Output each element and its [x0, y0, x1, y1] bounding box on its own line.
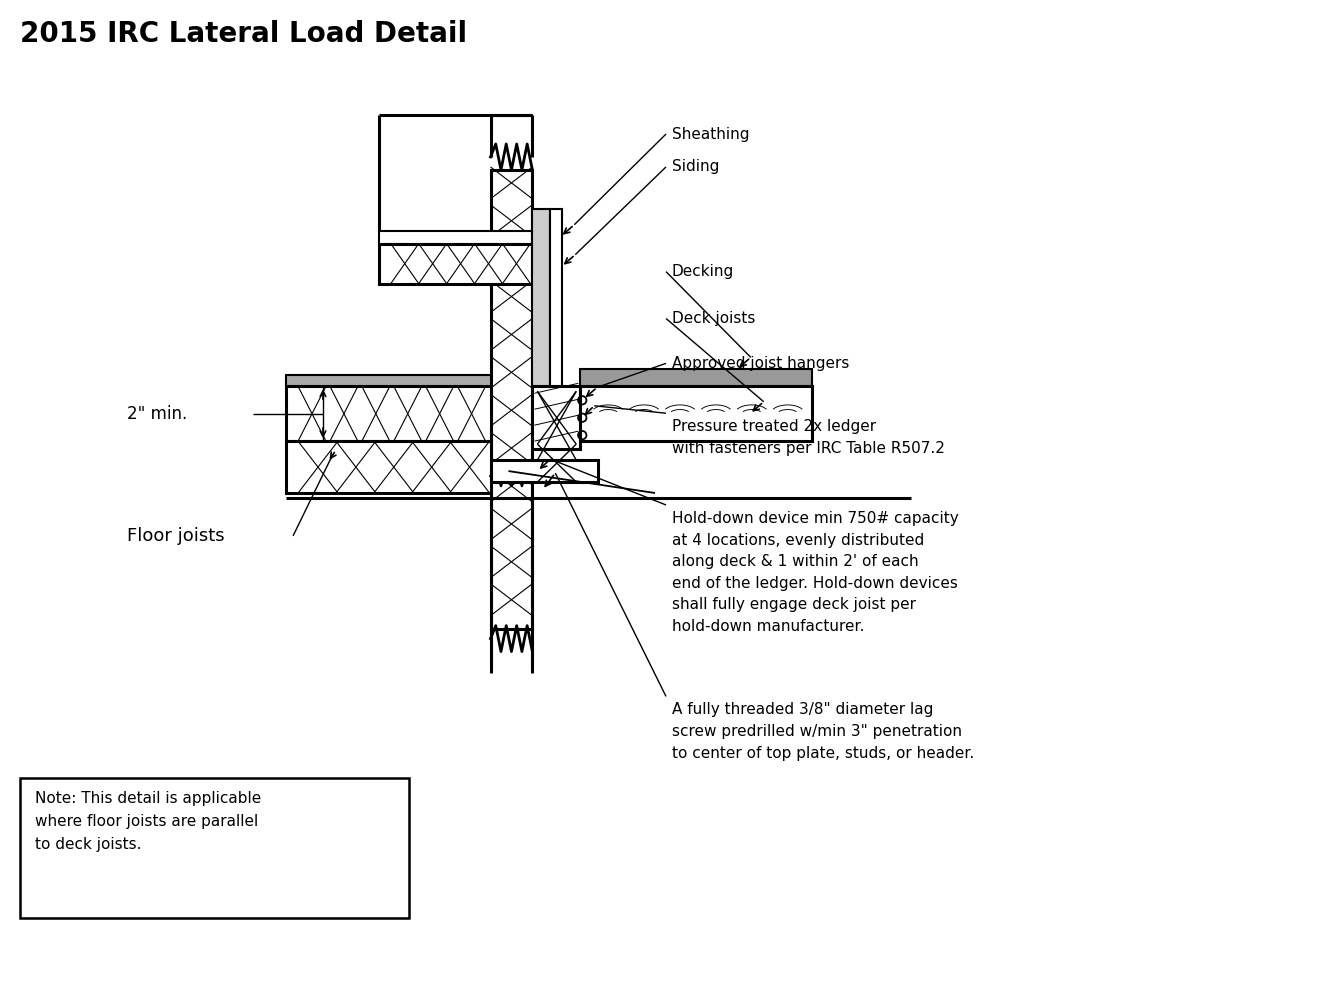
Bar — [532, 386, 581, 449]
Bar — [491, 460, 598, 482]
Text: Pressure treated 2x ledger
with fasteners per IRC Table R507.2: Pressure treated 2x ledger with fastener… — [672, 419, 945, 456]
Bar — [286, 441, 491, 493]
Bar — [491, 169, 532, 628]
Text: Sheathing: Sheathing — [672, 127, 750, 142]
Bar — [286, 376, 491, 386]
Text: A fully threaded 3/8" diameter lag
screw predrilled w/min 3" penetration
to cent: A fully threaded 3/8" diameter lag screw… — [672, 703, 974, 761]
Bar — [20, 778, 409, 918]
Bar — [581, 370, 812, 386]
Bar — [581, 386, 812, 441]
Text: Decking: Decking — [672, 265, 734, 279]
Text: Hold-down device min 750# capacity
at 4 locations, evenly distributed
along deck: Hold-down device min 750# capacity at 4 … — [672, 511, 958, 634]
Bar — [286, 386, 491, 441]
Text: Floor joists: Floor joists — [126, 527, 224, 545]
Bar — [379, 231, 532, 244]
Text: 2015 IRC Lateral Load Detail: 2015 IRC Lateral Load Detail — [20, 21, 466, 49]
Text: 2" min.: 2" min. — [126, 404, 187, 423]
Text: Note: This detail is applicable
where floor joists are parallel
to deck joists.: Note: This detail is applicable where fl… — [35, 791, 261, 852]
Bar — [532, 209, 550, 386]
Text: Deck joists: Deck joists — [672, 311, 755, 326]
Text: Siding: Siding — [672, 160, 719, 174]
Bar — [379, 244, 532, 283]
Bar — [550, 209, 562, 386]
Text: Approved joist hangers: Approved joist hangers — [672, 356, 849, 371]
